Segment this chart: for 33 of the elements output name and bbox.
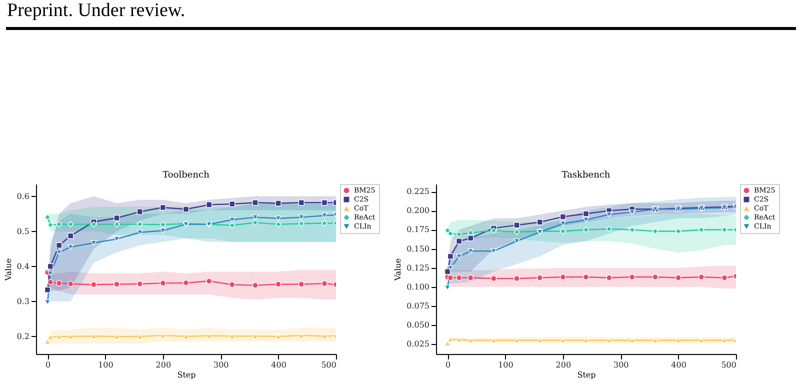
y-tick-label: 0.050 (406, 320, 430, 330)
x-tick-label: 100 (498, 360, 514, 370)
x-tick-label: 200 (156, 360, 172, 370)
x-tick-label: 200 (556, 360, 572, 370)
y-axis-title: Value (4, 258, 13, 282)
y-tick-label: 0.225 (406, 187, 430, 196)
x-tick-label: 300 (613, 360, 629, 370)
y-axis-title: Value (394, 258, 403, 282)
x-tick-label: 500 (321, 360, 336, 370)
y-tick-label: 0.3 (16, 296, 30, 306)
x-tick-label: 400 (271, 360, 286, 370)
y-tick-label: 0.075 (406, 301, 430, 310)
x-tick-label: 500 (721, 360, 736, 370)
y-tick-label: 0.6 (16, 192, 30, 201)
y-tick-label: 0.125 (406, 263, 430, 272)
y-tick-label: 0.4 (16, 262, 30, 271)
y-tick-label: 0.200 (406, 206, 430, 216)
y-tick-label: 0.2 (16, 332, 30, 341)
x-axis-title: Step (177, 370, 196, 380)
text: Preprint. Under review. (7, 0, 186, 22)
y-tick-label: 0.175 (406, 225, 430, 234)
y-tick-label: 0.150 (406, 244, 430, 254)
chart-title: Toolbench (162, 170, 210, 180)
x-tick-label: 100 (98, 360, 114, 370)
chart-title: Taskbench (562, 170, 610, 180)
y-tick-label: 0.5 (16, 226, 30, 236)
y-tick-label: 0.025 (406, 340, 430, 349)
x-tick-label: 300 (213, 360, 229, 370)
x-tick-label: 400 (671, 360, 686, 370)
x-tick-label: 0 (445, 360, 451, 370)
x-tick-label: 0 (45, 360, 51, 370)
x-axis-title: Step (577, 370, 596, 380)
y-tick-label: 0.100 (406, 282, 430, 292)
